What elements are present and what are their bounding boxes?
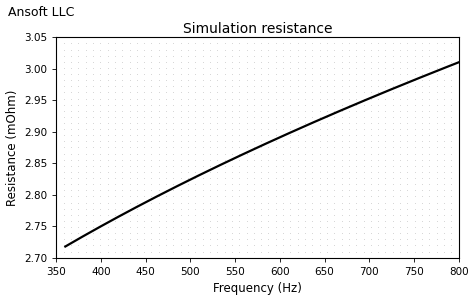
Y-axis label: Resistance (mOhm): Resistance (mOhm) bbox=[6, 89, 18, 206]
Title: Simulation resistance: Simulation resistance bbox=[183, 22, 332, 36]
X-axis label: Frequency (Hz): Frequency (Hz) bbox=[213, 282, 302, 296]
Text: Ansoft LLC: Ansoft LLC bbox=[8, 6, 74, 20]
